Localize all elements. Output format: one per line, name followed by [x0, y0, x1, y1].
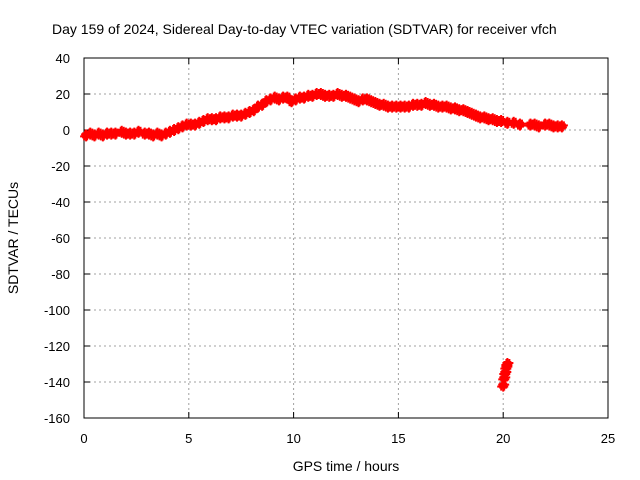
- x-tick-label: 0: [80, 431, 87, 446]
- y-axis-label: SDTVAR / TECUs: [5, 182, 21, 294]
- x-tick-label: 20: [496, 431, 510, 446]
- data-point: [132, 125, 145, 138]
- x-tick-label: 10: [286, 431, 300, 446]
- y-tick-label: -100: [44, 303, 70, 318]
- x-tick-label: 15: [391, 431, 405, 446]
- chart-title: Day 159 of 2024, Sidereal Day-to-day VTE…: [52, 21, 557, 37]
- y-tick-label: -40: [51, 195, 70, 210]
- data-point: [555, 120, 568, 133]
- y-tick-label: -60: [51, 231, 70, 246]
- y-tick-label: -160: [44, 411, 70, 426]
- x-tick-label: 5: [185, 431, 192, 446]
- y-tick-label: -120: [44, 339, 70, 354]
- y-tick-label: -140: [44, 375, 70, 390]
- y-tick-label: 40: [56, 51, 70, 66]
- y-tick-label: 0: [63, 123, 70, 138]
- x-axis-label: GPS time / hours: [293, 458, 400, 474]
- data-point: [497, 379, 510, 392]
- y-tick-label: -20: [51, 159, 70, 174]
- x-axis-ticks: 0 5 10 15 20 25: [80, 58, 615, 446]
- y-axis-ticks: -160 -140 -120 -100 -80 -60 -40 -20 0 20 40: [44, 51, 608, 426]
- data-point: [501, 358, 514, 370]
- data-point: [513, 118, 526, 131]
- data-points: [80, 88, 568, 392]
- grid: [84, 58, 608, 418]
- x-tick-label: 25: [601, 431, 615, 446]
- y-tick-label: 20: [56, 87, 70, 102]
- y-tick-label: -80: [51, 267, 70, 282]
